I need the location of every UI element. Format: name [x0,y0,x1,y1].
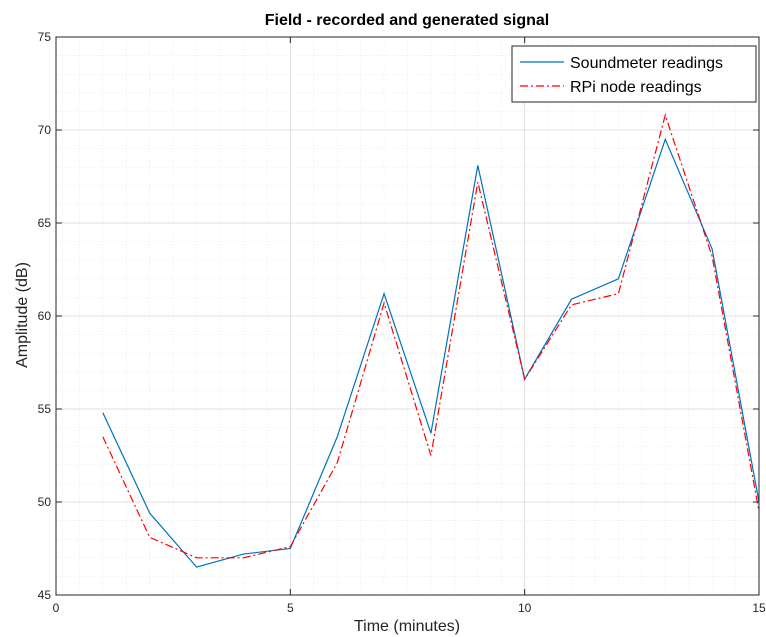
legend-label-soundmeter: Soundmeter readings [570,55,723,72]
series-lines [102,113,760,568]
x-tick-label: 0 [53,601,60,615]
legend-box [511,45,757,103]
y-tick-label: 55 [38,402,52,416]
y-axis-title: Amplitude (dB) [14,262,31,368]
chart-title: Field - recorded and generated signal [265,12,550,29]
grid [55,36,760,596]
y-tick-label: 70 [38,123,52,137]
y-tick-label: 75 [38,30,52,44]
y-tick-label: 65 [38,216,52,230]
x-tick-label: 5 [287,601,294,615]
legend: Soundmeter readings RPi node readings [511,45,757,103]
axis-ticks: 0 5 10 15 45 50 55 60 65 70 75 [38,30,766,615]
x-tick-label: 10 [518,601,532,615]
y-tick-label: 60 [38,309,52,323]
x-axis-title: Time (minutes) [354,618,460,635]
x-tick-label: 15 [752,601,766,615]
y-tick-label: 50 [38,495,52,509]
y-tick-label: 45 [38,588,52,602]
legend-label-rpi: RPi node readings [570,79,702,96]
